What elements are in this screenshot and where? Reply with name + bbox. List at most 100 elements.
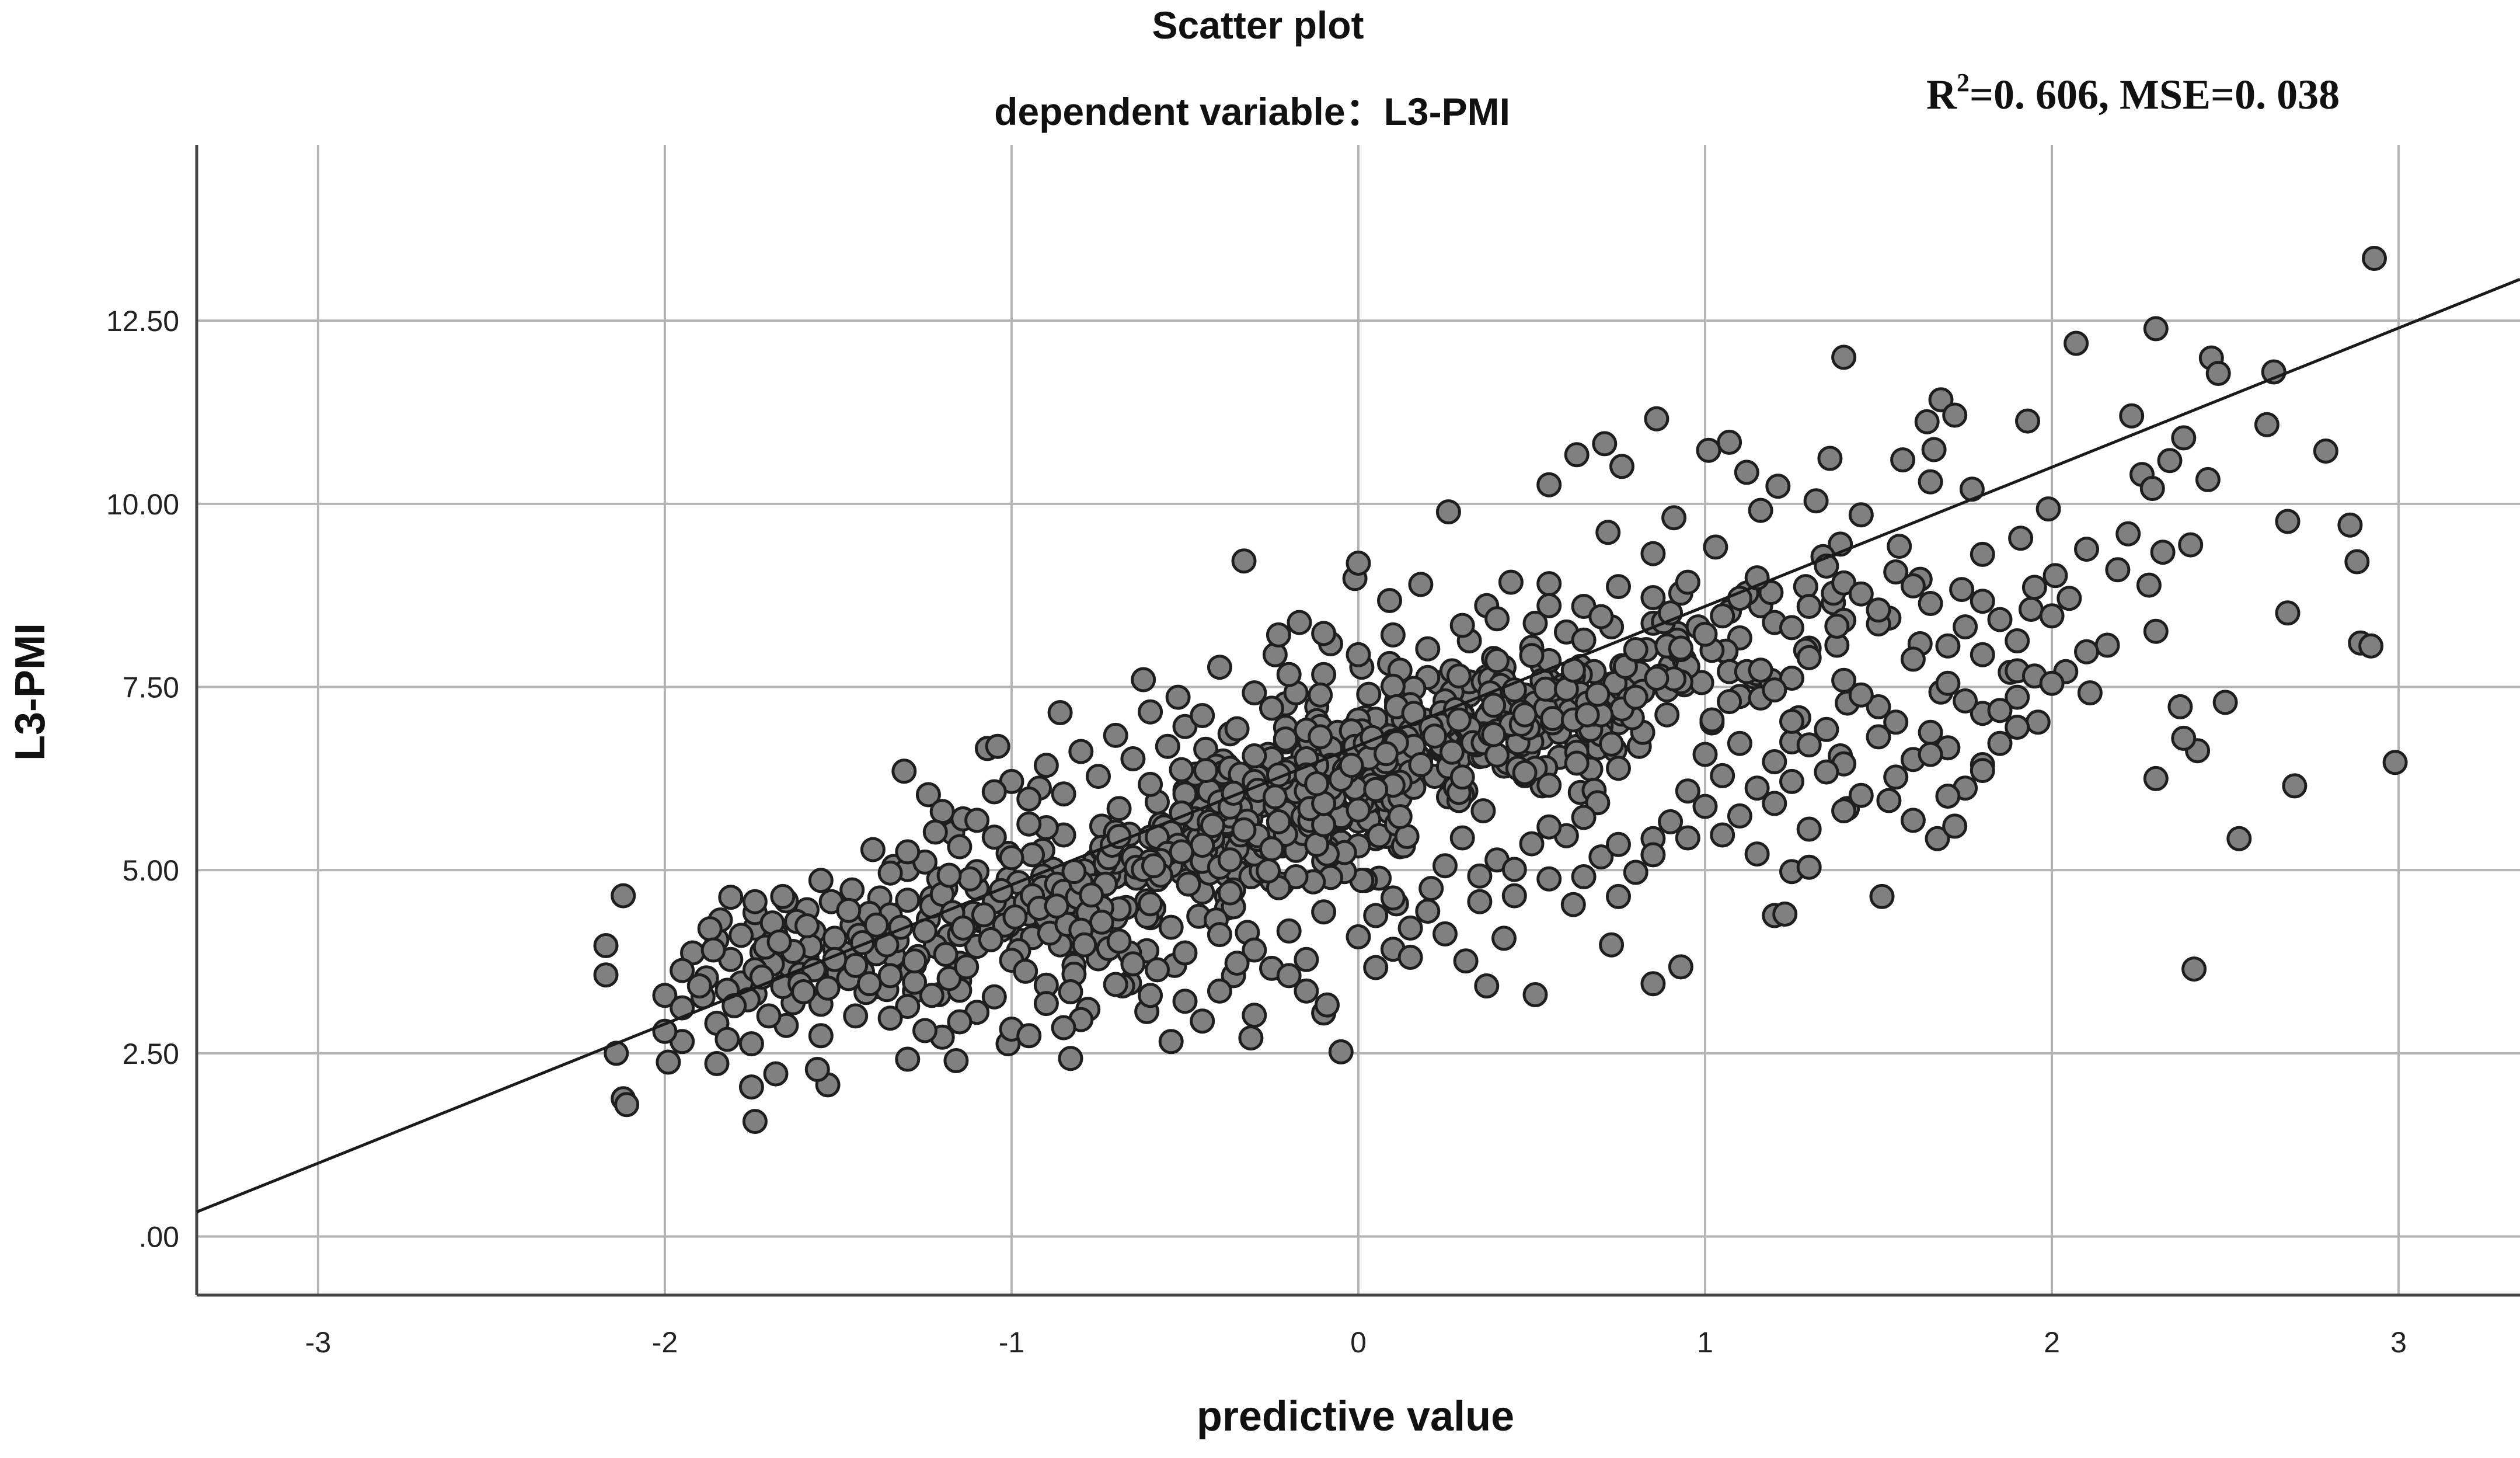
- scatter-point: [756, 1003, 782, 1029]
- scatter-point: [1703, 534, 1728, 560]
- scatter-point: [2261, 359, 2287, 385]
- scatter-point: [2015, 408, 2040, 434]
- scatter-point: [1273, 726, 1298, 752]
- scatter-point: [1172, 940, 1198, 966]
- scatter-point: [1675, 825, 1700, 851]
- scatter-point: [1675, 778, 1700, 804]
- scatter-point: [1016, 811, 1042, 837]
- scatter-point: [1217, 847, 1243, 873]
- scatter-point: [1363, 903, 1389, 928]
- scatter-point: [1044, 893, 1069, 919]
- scatter-point: [1748, 657, 1773, 683]
- scatter-point: [1987, 730, 2013, 756]
- scatter-point: [912, 1018, 937, 1043]
- scatter-point: [1928, 387, 1954, 413]
- scatter-point: [1103, 972, 1128, 997]
- scatter-point: [1308, 682, 1333, 708]
- scatter-point: [1141, 853, 1166, 879]
- scatter-point: [2074, 639, 2099, 664]
- scatter-point: [1925, 826, 1950, 851]
- scatter-point: [1224, 716, 1250, 742]
- scatter-point: [1484, 606, 1510, 632]
- scatter-point: [1623, 860, 1648, 885]
- scatter-point: [839, 877, 865, 903]
- scatter-point: [1623, 684, 1648, 710]
- scatter-point: [2039, 603, 2065, 629]
- scatter-point: [1120, 746, 1146, 771]
- scatter-point: [1079, 882, 1104, 908]
- scatter-point: [915, 782, 941, 808]
- scatter-point: [1606, 756, 1631, 781]
- x-tick-label: -3: [305, 1326, 331, 1359]
- scatter-point: [1422, 723, 1448, 749]
- scatter-point: [1165, 684, 1191, 710]
- scatter-point: [1710, 603, 1735, 629]
- scatter-point: [1831, 570, 1857, 596]
- scatter-point: [1033, 991, 1059, 1017]
- scatter-point: [1883, 764, 1909, 790]
- scatter-point: [1640, 585, 1666, 610]
- scatter-point: [1571, 864, 1597, 889]
- scatter-point: [1380, 622, 1406, 648]
- scatter-point: [593, 962, 619, 988]
- scatter-point: [2143, 316, 2169, 342]
- scatter-point: [2005, 628, 2030, 653]
- scatter-point: [1501, 883, 1527, 909]
- scatter-point: [1970, 541, 1995, 567]
- scatter-point: [2313, 439, 2338, 464]
- scatter-point: [1002, 904, 1028, 930]
- scatter-point: [1762, 791, 1787, 816]
- scatter-point: [1536, 593, 1562, 618]
- scatter-point: [729, 923, 754, 948]
- scatter-point: [1640, 971, 1666, 997]
- scatter-point: [2039, 670, 2065, 696]
- scatter-point: [804, 1057, 830, 1082]
- scatter-point: [999, 845, 1024, 871]
- scatter-point: [1138, 771, 1163, 797]
- scatter-point: [1470, 798, 1496, 824]
- scatter-point: [1169, 757, 1194, 782]
- scatter-points: [593, 246, 2408, 1135]
- scatter-point: [922, 819, 948, 845]
- scatter-point: [1696, 437, 1721, 463]
- scatter-point: [1710, 822, 1735, 848]
- scatter-point: [1519, 831, 1545, 857]
- scatter-point: [1339, 753, 1364, 778]
- scatter-point: [1294, 978, 1319, 1004]
- scatter-point: [1120, 951, 1146, 977]
- scatter-point: [1047, 700, 1073, 725]
- scatter-point: [1831, 667, 1857, 693]
- scatter-point: [1970, 758, 1995, 784]
- y-tick-label: .00: [138, 1221, 179, 1254]
- scatter-point: [742, 1109, 768, 1135]
- scatter-point: [2226, 826, 2252, 851]
- scatter-point: [981, 984, 1007, 1010]
- scatter-point: [1051, 781, 1076, 807]
- scatter-point: [1727, 730, 1752, 756]
- scatter-point: [2074, 537, 2099, 562]
- scatter-point: [1224, 951, 1250, 976]
- scatter-point: [1866, 724, 1891, 750]
- scatter-point: [2382, 750, 2408, 775]
- scatter-point: [2157, 448, 2183, 474]
- scatter-point: [1699, 707, 1725, 733]
- scatter-point: [2362, 246, 2387, 271]
- scatter-point: [1914, 409, 1940, 434]
- scatter-point: [1536, 866, 1562, 892]
- scatter-point: [1779, 709, 1804, 734]
- scatter-point: [895, 994, 921, 1019]
- scatter-point: [1900, 573, 1926, 598]
- scatter-point: [593, 933, 619, 958]
- scatter-point: [947, 834, 973, 860]
- scatter-point: [652, 983, 678, 1008]
- scatter-point: [1609, 454, 1634, 479]
- scatter-point: [794, 913, 820, 939]
- scatter-point: [2205, 361, 2231, 386]
- scatter-point: [950, 915, 976, 941]
- scatter-point: [1848, 581, 1874, 607]
- x-tick-label: 0: [1350, 1326, 1367, 1359]
- scatter-point: [1242, 680, 1267, 706]
- scatter-point: [742, 889, 768, 914]
- scatter-point: [1467, 863, 1493, 889]
